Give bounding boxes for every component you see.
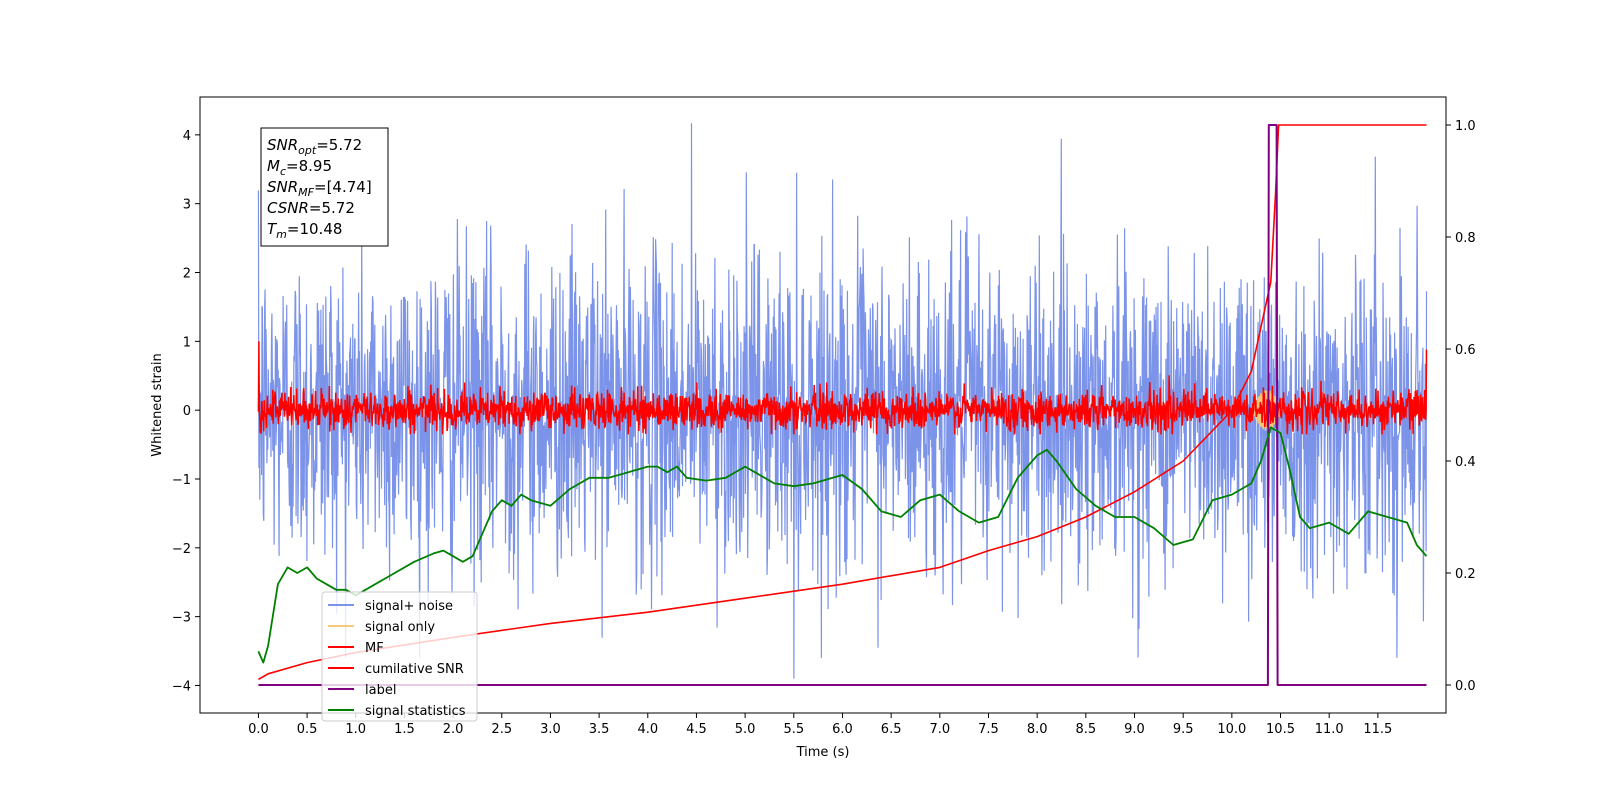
y-left-tick-label: −2 xyxy=(172,542,191,557)
y-left-tick-label: 2 xyxy=(183,267,191,282)
annotation-line: CSNR=5.72 xyxy=(267,199,355,217)
x-axis-title: Time (s) xyxy=(796,745,850,760)
y-left-tick-label: 1 xyxy=(183,335,191,350)
x-tick-label: 8.0 xyxy=(1027,722,1048,737)
series-signal-statistics-line xyxy=(257,426,1428,664)
series-label-line xyxy=(258,124,1427,686)
x-tick-label: 0.5 xyxy=(297,722,318,737)
y-axis-right: 0.0 0.2 0.4 0.6 0.8 1.0 xyxy=(1446,119,1476,694)
plot-frame xyxy=(199,96,1447,714)
x-tick-label: 9.5 xyxy=(1173,722,1194,737)
x-tick-label: 10.5 xyxy=(1266,722,1295,737)
x-tick-label: 3.0 xyxy=(540,722,561,737)
x-tick-label: 3.5 xyxy=(589,722,610,737)
legend-label: signal only xyxy=(365,620,435,635)
y-right-tick-label: 1.0 xyxy=(1455,119,1476,134)
x-tick-label: 2.5 xyxy=(491,722,512,737)
x-tick-label: 1.5 xyxy=(394,722,415,737)
x-tick-label: 7.0 xyxy=(929,722,950,737)
x-tick-label: 8.5 xyxy=(1075,722,1096,737)
legend-frame xyxy=(321,591,478,722)
x-tick-label: 5.0 xyxy=(735,722,756,737)
x-tick-label: 9.0 xyxy=(1124,722,1145,737)
x-tick-label: 11.5 xyxy=(1363,722,1392,737)
x-tick-label: 10.0 xyxy=(1217,722,1246,737)
y-left-tick-label: −1 xyxy=(172,473,191,488)
series-mf-line xyxy=(257,341,1428,435)
x-tick-label: 5.5 xyxy=(783,722,804,737)
y-axis-left: −4 −3 −2 −1 0 1 2 3 4 xyxy=(172,129,200,694)
x-tick-label: 4.5 xyxy=(686,722,707,737)
legend-label: signal+ noise xyxy=(365,599,453,614)
y-right-tick-label: 0.8 xyxy=(1455,231,1476,246)
y-right-tick-label: 0.0 xyxy=(1455,679,1476,694)
annotation-line: Mc=8.95 xyxy=(267,157,332,178)
y-right-tick-label: 0.4 xyxy=(1455,455,1476,470)
y-left-tick-label: −3 xyxy=(172,611,191,626)
annotation-line: SNRMF=[4.74] xyxy=(267,178,372,199)
legend-label: signal statistics xyxy=(365,704,466,719)
x-tick-label: 4.0 xyxy=(637,722,658,737)
legend: signal+ noise signal only MF cumilative SNR… xyxy=(321,591,478,722)
y-right-tick-label: 0.6 xyxy=(1455,343,1476,358)
x-tick-label: 1.0 xyxy=(345,722,366,737)
y-axis-title: Whitened strain xyxy=(150,353,165,456)
legend-label: label xyxy=(365,683,396,698)
y-left-tick-label: 3 xyxy=(183,198,191,213)
x-axis: 0.0 0.5 1.0 1.5 2.0 2.5 3.0 3.5 4.0 4.5 5.0 5.5 6.0 6… xyxy=(248,713,1392,737)
annotation-line: SNRopt=5.72 xyxy=(267,136,362,157)
x-tick-label: 6.5 xyxy=(881,722,902,737)
series-signal-noise-line xyxy=(257,123,1428,679)
y-left-tick-label: −4 xyxy=(172,679,191,694)
legend-label: MF xyxy=(365,641,384,656)
y-right-tick-label: 0.2 xyxy=(1455,567,1476,582)
y-left-tick-label: 4 xyxy=(183,129,191,144)
legend-label: cumilative SNR xyxy=(365,662,464,677)
annotation-line: Tm=10.48 xyxy=(267,220,342,241)
x-tick-label: 0.0 xyxy=(248,722,269,737)
annotation-frame xyxy=(260,127,389,247)
x-tick-label: 7.5 xyxy=(978,722,999,737)
x-tick-label: 6.0 xyxy=(832,722,853,737)
y-left-tick-label: 0 xyxy=(183,404,191,419)
x-tick-label: 2.0 xyxy=(443,722,464,737)
x-tick-label: 11.0 xyxy=(1315,722,1344,737)
